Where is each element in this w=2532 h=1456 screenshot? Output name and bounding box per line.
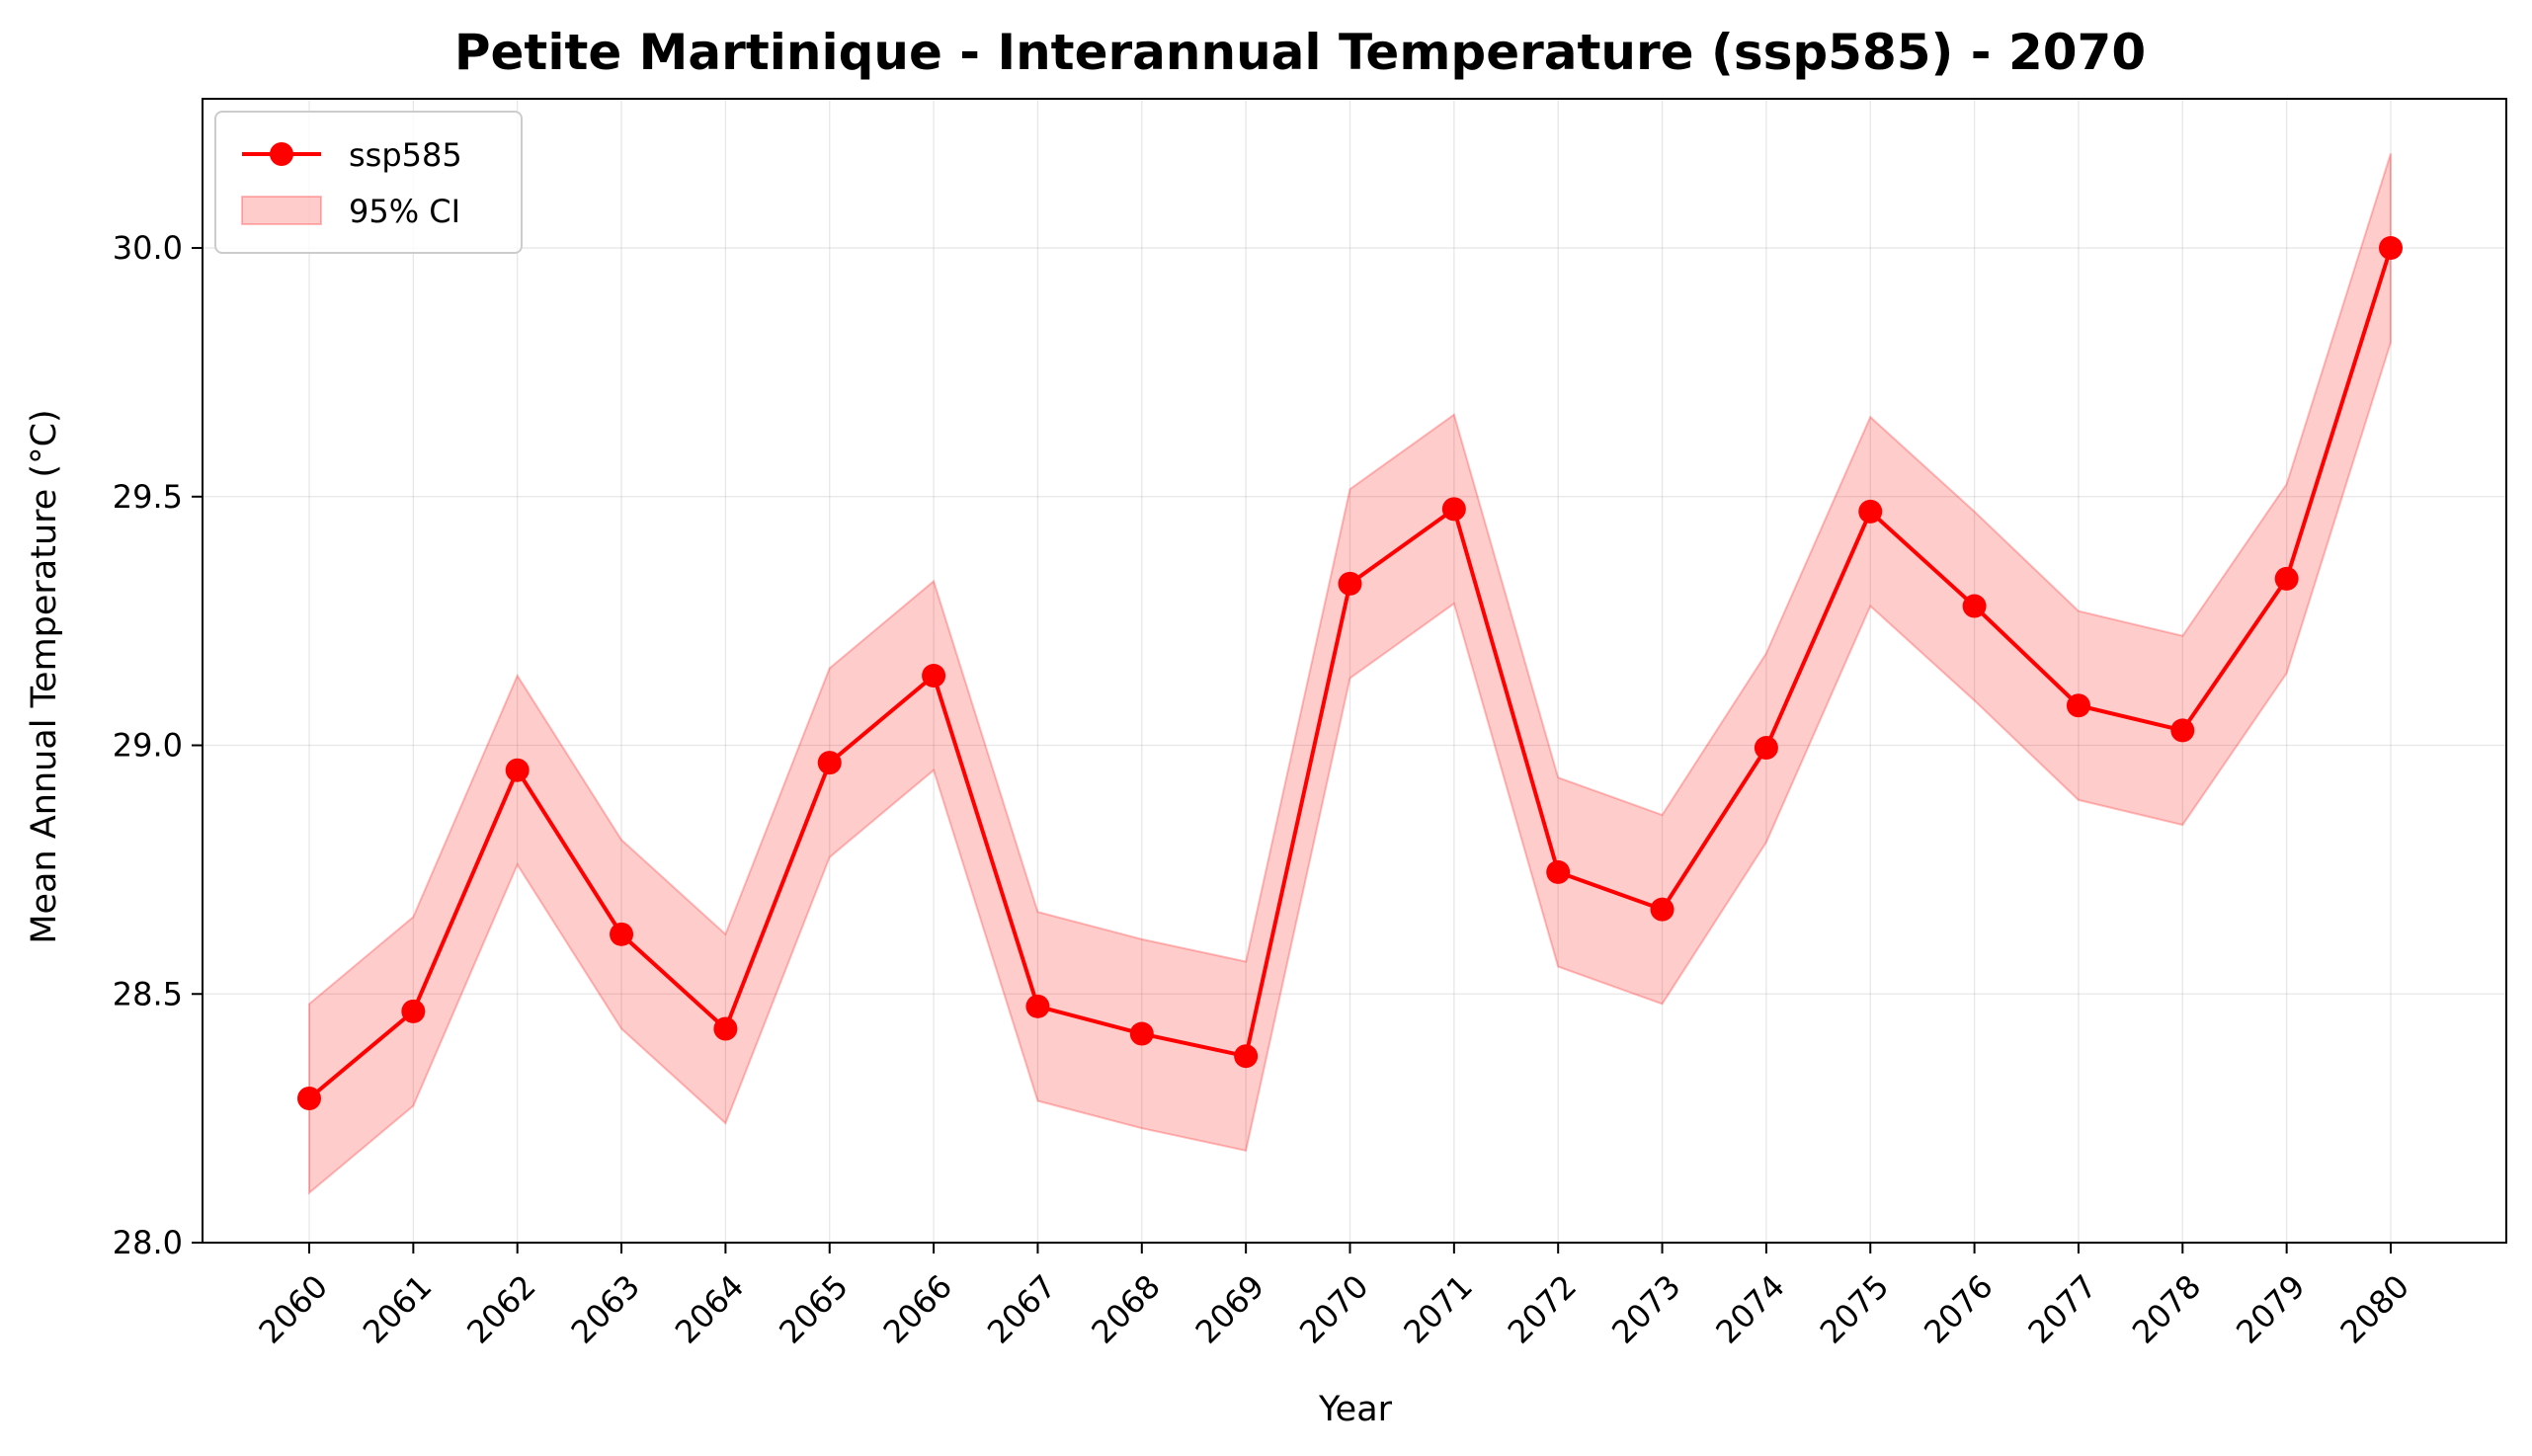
x-tick-label: 2063 xyxy=(564,1267,647,1350)
data-point xyxy=(2274,566,2299,591)
x-axis-label: Year xyxy=(1318,1390,1393,1429)
series-layer xyxy=(297,236,2403,1110)
data-point xyxy=(922,664,946,688)
data-point xyxy=(401,999,426,1023)
x-tick-label: 2067 xyxy=(980,1267,1063,1350)
x-tick-label: 2078 xyxy=(2125,1267,2208,1350)
x-tick-label: 2079 xyxy=(2229,1267,2312,1350)
x-tick-label: 2073 xyxy=(1604,1267,1687,1350)
chart-title: Petite Martinique - Interannual Temperat… xyxy=(454,24,2146,81)
y-tick-label: 29.0 xyxy=(113,727,183,765)
x-tick-label: 2071 xyxy=(1396,1267,1479,1350)
x-tick-label: 2080 xyxy=(2333,1267,2416,1350)
y-tick-label: 28.0 xyxy=(113,1224,183,1261)
data-point xyxy=(817,751,842,775)
x-tick-label: 2076 xyxy=(1917,1267,2000,1350)
y-tick-label: 29.5 xyxy=(113,478,183,516)
data-point xyxy=(2170,718,2195,743)
data-point xyxy=(297,1086,321,1110)
x-tick-label: 2070 xyxy=(1292,1267,1375,1350)
confidence-band xyxy=(308,153,2392,1195)
data-point xyxy=(1025,994,1050,1018)
x-tick-label: 2068 xyxy=(1084,1267,1167,1350)
data-point xyxy=(1441,497,1466,522)
y-tick-label: 30.0 xyxy=(113,229,183,267)
legend-box xyxy=(214,111,523,254)
x-tick-label: 2075 xyxy=(1813,1267,1896,1350)
data-point xyxy=(610,922,634,946)
legend-label-series: ssp585 xyxy=(349,136,462,174)
y-axis-label: Mean Annual Temperature (°C) xyxy=(25,409,64,943)
y-tick-label: 28.5 xyxy=(113,975,183,1012)
legend-marker-swatch xyxy=(270,142,293,166)
x-tick-label: 2060 xyxy=(252,1267,335,1350)
data-point xyxy=(2379,236,2403,261)
plot-frame xyxy=(202,98,2507,1244)
x-tick-label: 2066 xyxy=(876,1267,959,1350)
data-point xyxy=(2066,693,2090,718)
data-point xyxy=(1129,1021,1154,1046)
x-tick-label: 2074 xyxy=(1708,1267,1791,1350)
data-point xyxy=(1650,897,1674,922)
x-tick-label: 2069 xyxy=(1188,1267,1271,1350)
data-point xyxy=(1858,499,1883,524)
data-point xyxy=(1962,594,1987,618)
x-tick-label: 2062 xyxy=(459,1267,542,1350)
x-tick-label: 2065 xyxy=(772,1267,855,1350)
data-point xyxy=(505,758,530,782)
legend-label-band: 95% CI xyxy=(349,193,460,230)
x-tick-label: 2061 xyxy=(356,1267,439,1350)
x-tick-label: 2064 xyxy=(668,1267,751,1350)
legend-band-swatch xyxy=(241,196,322,225)
data-point xyxy=(1338,571,1362,596)
data-point xyxy=(1754,736,1778,761)
confidence-band-layer xyxy=(308,153,2392,1195)
data-point xyxy=(1546,859,1571,884)
data-point xyxy=(1234,1044,1259,1069)
legend: ssp585 95% CI xyxy=(214,111,523,254)
x-tick-label: 2077 xyxy=(2021,1267,2104,1350)
x-tick-label: 2072 xyxy=(1501,1267,1584,1350)
data-point xyxy=(713,1016,738,1041)
